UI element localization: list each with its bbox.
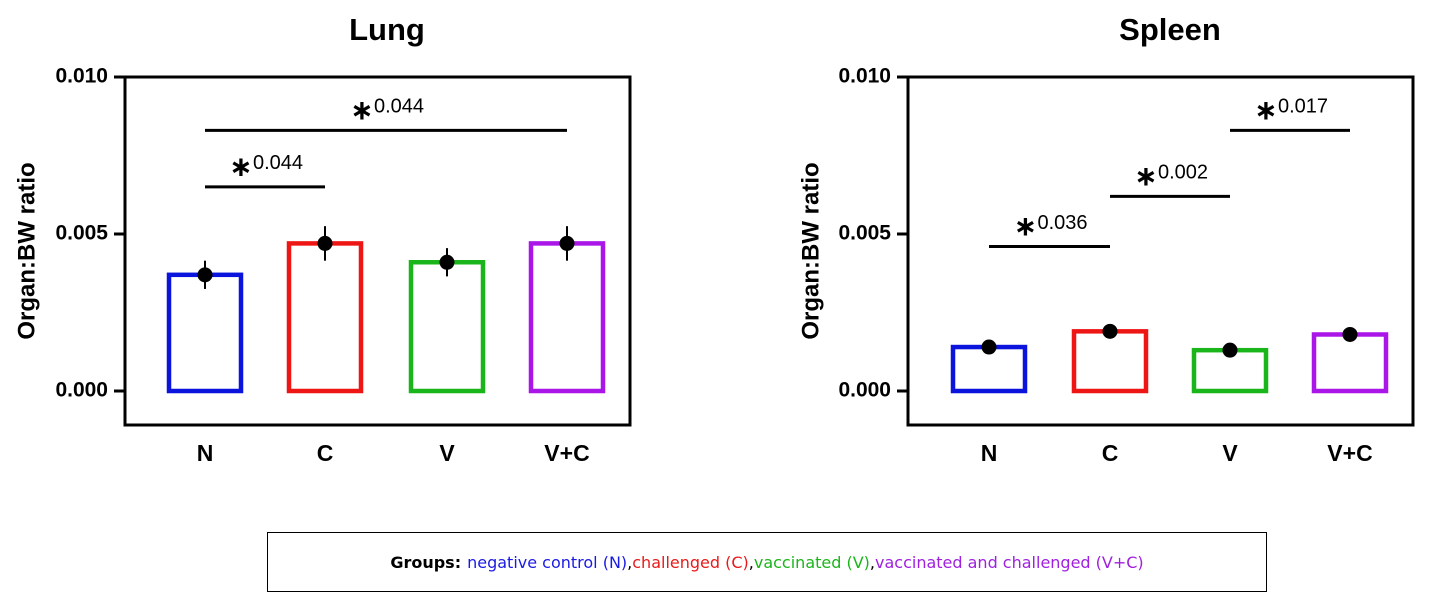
spleen-significance-pvalue: 0.002 [1158, 162, 1208, 184]
spleen-mean-point [1342, 326, 1358, 342]
spleen-title: Spleen [1119, 12, 1221, 47]
spleen-significance-star: ∗ [1254, 93, 1277, 126]
legend-item-vaccinated: vaccinated (V) [753, 552, 870, 572]
lung-y-tick-label: 0.010 [55, 65, 108, 88]
legend-separator: , [869, 552, 875, 572]
lung-x-tick-label: C [317, 440, 334, 466]
lung-plot-frame [123, 75, 632, 427]
spleen-bar-c [1071, 329, 1149, 394]
lung-x-tick-label: N [197, 440, 214, 466]
lung-bar-v [408, 260, 486, 394]
lung-mean-point [317, 235, 333, 251]
lung-title: Lung [349, 12, 425, 47]
legend-item-vaccinated-challenged: vaccinated and challenged (V+C) [875, 552, 1144, 572]
lung-significance-star: ∗ [350, 93, 373, 126]
legend-box: Groups: negative control (N), challenged… [267, 532, 1267, 592]
spleen-y-tick-label: 0.005 [838, 222, 891, 245]
lung-significance-pvalue: 0.044 [253, 152, 303, 174]
spleen-y-tick-label: 0.000 [838, 379, 891, 402]
legend-separator: , [748, 552, 754, 572]
lung-mean-point [439, 254, 455, 270]
lung-y-tick-label: 0.000 [55, 379, 108, 402]
lung-bar-c [286, 241, 364, 394]
lung-mean-point [197, 267, 213, 283]
spleen-plot-frame [906, 75, 1415, 427]
lung-significance-star: ∗ [229, 150, 252, 183]
spleen-mean-point [981, 339, 997, 355]
spleen-significance-pvalue: 0.036 [1038, 212, 1088, 234]
legend-item-challenged: challenged (C) [632, 552, 749, 572]
lung-significance-pvalue: 0.044 [374, 96, 424, 118]
spleen-x-tick-label: N [981, 440, 998, 466]
spleen-y-tick-label: 0.010 [838, 65, 891, 88]
legend-separator: , [627, 552, 633, 572]
spleen-mean-point [1222, 342, 1238, 358]
spleen-x-tick-label: C [1102, 440, 1119, 466]
spleen-significance-pvalue: 0.017 [1278, 96, 1328, 118]
lung-mean-point [559, 235, 575, 251]
lung-y-axis-label: Organ:BW ratio [13, 162, 40, 339]
spleen-x-tick-label: V [1222, 440, 1238, 466]
spleen-significance-star: ∗ [1134, 159, 1157, 192]
spleen-significance-star: ∗ [1014, 210, 1037, 243]
spleen-mean-point [1102, 323, 1118, 339]
charts-canvas: Lung Organ:BW ratio 0.000 0.005 0.010 N C V V+C ∗… [13, 12, 1415, 466]
lung-bar-n [166, 272, 244, 394]
lung-x-tick-label: V [439, 440, 455, 466]
spleen-bar-vplusc [1311, 332, 1389, 394]
lung-bar-vplusc [528, 241, 606, 394]
lung-y-tick-label: 0.005 [55, 222, 108, 245]
spleen-x-tick-label: V+C [1327, 440, 1372, 466]
spleen-y-axis-label: Organ:BW ratio [797, 162, 824, 339]
legend-item-negative-control: negative control (N) [467, 552, 628, 572]
lung-x-tick-label: V+C [544, 440, 589, 466]
legend-title: Groups: [390, 552, 462, 572]
